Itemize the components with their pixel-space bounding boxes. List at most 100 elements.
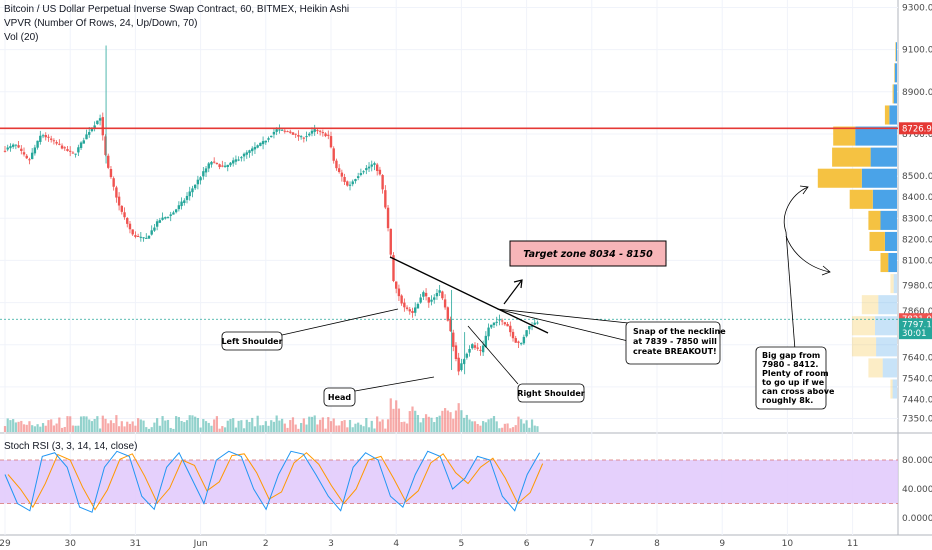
candle-body [52, 140, 56, 142]
vpvr-down-bar [890, 274, 894, 294]
volume-bar [261, 425, 265, 432]
volume-bar [416, 414, 420, 432]
volume-bar [177, 417, 180, 432]
volume-bar [9, 420, 12, 432]
volume-bar [74, 425, 77, 432]
candle-body [481, 345, 485, 353]
candle-body [207, 163, 210, 169]
candle-body [308, 133, 311, 136]
candle-body [264, 140, 267, 143]
candle-body [223, 165, 227, 167]
volume-bar [275, 415, 278, 432]
vpvr-legend: VPVR (Number Of Rows, 24, Up/Down, 70) [4, 18, 198, 29]
volume-bar [128, 423, 132, 432]
volume-bar [180, 420, 183, 432]
left-shoulder-callout[interactable]: Left Shoulder [221, 308, 399, 351]
candle-body [232, 160, 235, 164]
candle-body [60, 145, 64, 149]
right-shoulder-callout[interactable]: Right Shoulder [467, 325, 585, 403]
candle-body [365, 168, 368, 171]
volume-bar [185, 420, 189, 432]
candle-body [498, 319, 501, 321]
vpvr-down-bar [861, 295, 879, 315]
candle-body [460, 363, 463, 371]
volume-bar [267, 425, 270, 432]
candle-body [85, 134, 88, 140]
candle-body [25, 155, 28, 159]
volume-bar [452, 418, 455, 432]
candle-body [490, 324, 493, 328]
vpvr-up-bar [855, 126, 897, 146]
candle-body [408, 309, 411, 312]
volume-bar [169, 427, 172, 432]
volume-bar [291, 417, 295, 432]
right-shoulder-label: Right Shoulder [517, 389, 584, 398]
volume-bar [82, 416, 85, 432]
target-zone-box[interactable]: Target zone 8034 - 8150 [509, 240, 667, 267]
volume-bar [395, 400, 398, 432]
volume-bar [3, 426, 7, 432]
volume-bar [98, 428, 102, 432]
volume-bar [278, 420, 281, 432]
candle-body [395, 281, 398, 289]
candle-body [215, 162, 219, 164]
candle-body [177, 205, 181, 210]
gap-callout[interactable]: Big gap from 7980 - 8412. Plenty of room… [755, 231, 835, 410]
volume-bar [359, 424, 362, 432]
candle-body [128, 223, 132, 230]
neckline-callout[interactable]: Snap of the neckline at 7839 - 7850 will… [496, 308, 726, 365]
volume-bar [115, 415, 118, 432]
candle-body [6, 147, 9, 150]
volume-bar [357, 422, 360, 432]
candle-body [403, 302, 406, 308]
volume-bar [468, 419, 471, 432]
candle-body [212, 161, 216, 163]
volume-bar [183, 422, 186, 432]
candle-body [299, 136, 303, 138]
candle-body [55, 142, 58, 144]
volume-bar [354, 423, 357, 432]
volume-bar [321, 417, 324, 432]
volume-bar [6, 418, 9, 432]
candle-body [386, 207, 390, 229]
candle-body [185, 195, 189, 200]
price-tag-label: 30:01 [902, 329, 927, 339]
neckline[interactable] [389, 256, 549, 334]
volume-bar [319, 419, 322, 432]
candle-body [28, 159, 31, 161]
volume-bar [411, 406, 414, 432]
candle-body [245, 152, 248, 155]
volume-bar [495, 421, 498, 432]
volume-bar [424, 414, 428, 432]
candle-body [115, 187, 118, 198]
candle-body [9, 146, 12, 149]
candle-body [476, 347, 479, 349]
volume-bar [36, 424, 39, 432]
head-callout[interactable]: Head [323, 376, 435, 407]
volume-bar [449, 412, 452, 432]
vpvr-up-bar [872, 189, 897, 209]
candle-body [199, 177, 202, 181]
price-tick-label: 9100.0 [902, 46, 932, 56]
volume-bar [381, 419, 384, 432]
candle-body [253, 146, 257, 150]
volume-bar [286, 427, 289, 432]
volume-bar [131, 421, 134, 432]
candle-body [332, 148, 335, 161]
candle-body [66, 149, 69, 151]
gap-text-1: Big gap from [762, 351, 820, 360]
price-tick-label: 8200.0 [902, 235, 932, 245]
volume-bar [28, 421, 31, 432]
volume-bar [302, 418, 305, 432]
volume-bar [503, 423, 506, 432]
volume-bar [248, 421, 251, 432]
candle-body [196, 179, 200, 185]
candle-body [240, 157, 243, 159]
candle-body [422, 292, 425, 297]
candle-body [291, 132, 295, 135]
candle-body [373, 163, 376, 165]
volume-bar [509, 428, 512, 432]
candle-body [500, 320, 504, 322]
volume-bar [101, 415, 104, 432]
